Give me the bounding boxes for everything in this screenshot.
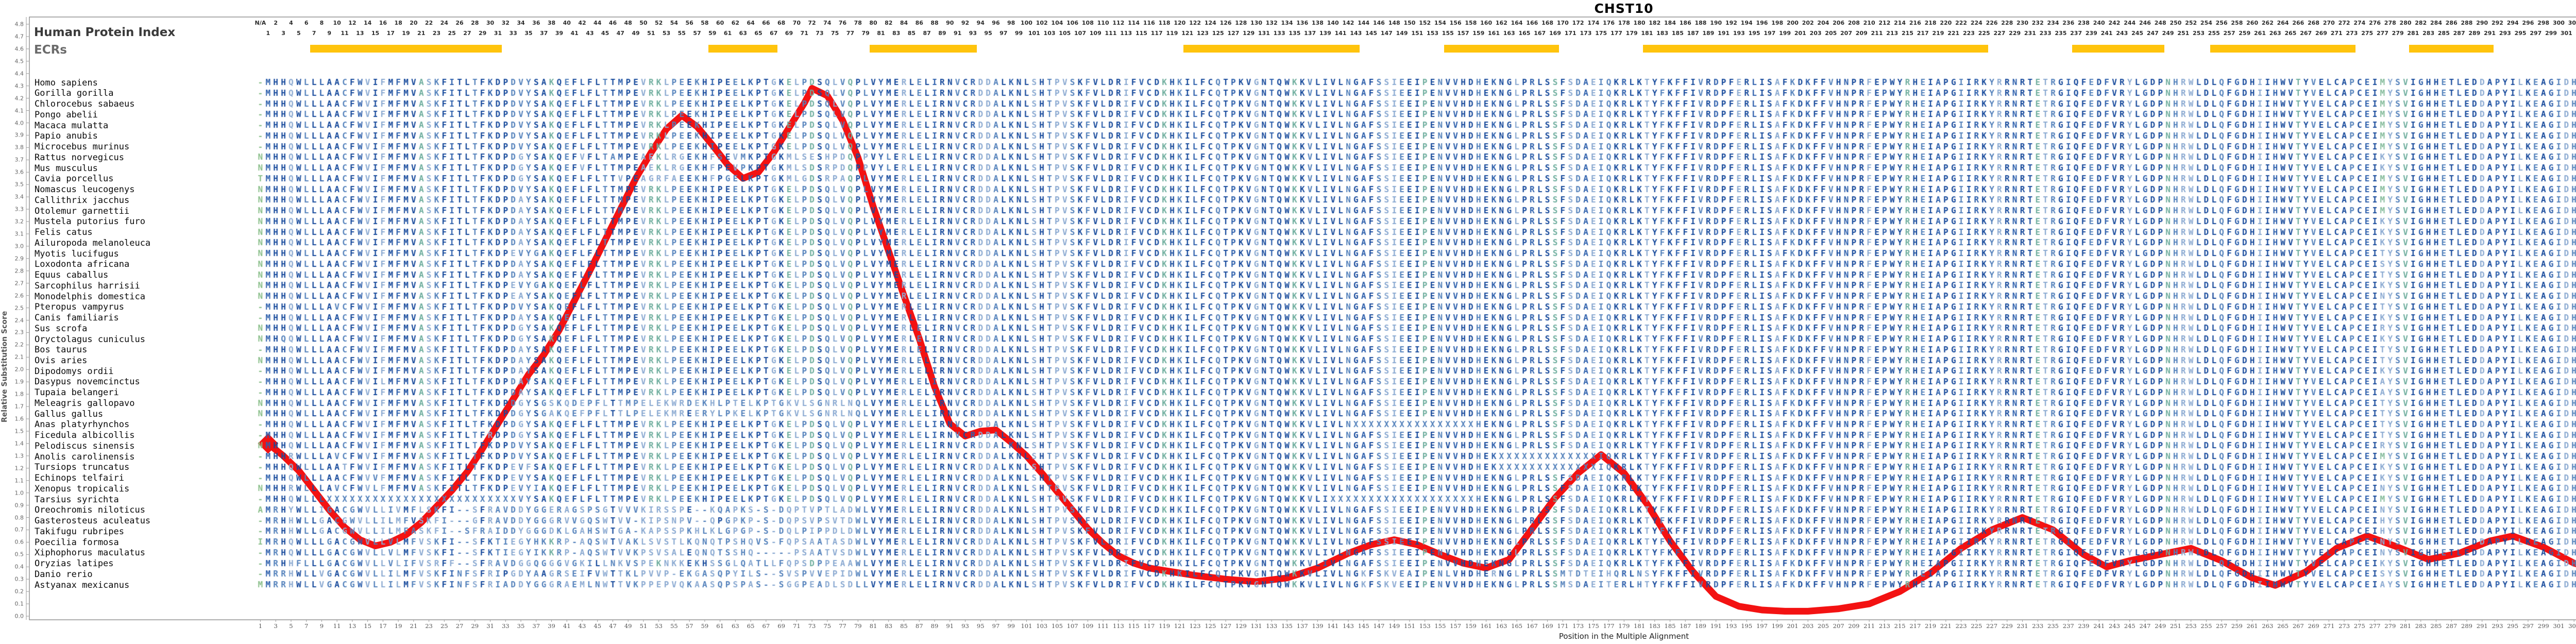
x-axis-title: Position in the Multiple Alignment: [1558, 632, 1689, 641]
y-axis-title: Relative Substitution Score: [1, 311, 9, 422]
